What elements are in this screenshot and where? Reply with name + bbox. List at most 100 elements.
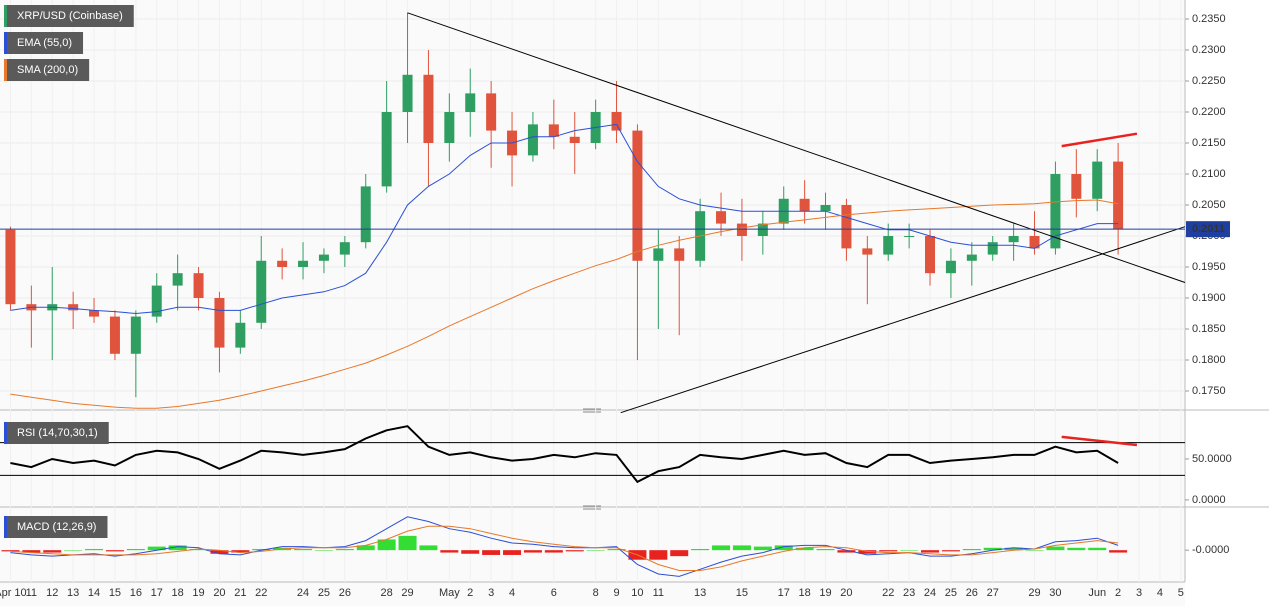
candle-body [360,186,371,243]
x-tick-label: 3 [1136,587,1142,599]
histogram-bar [837,550,856,553]
candle-body [172,273,183,286]
histogram-bar [1,550,20,552]
candle-body [1029,235,1040,249]
x-tick-label: 5 [1178,587,1184,599]
candle-body [423,74,434,143]
legend-swatch [4,422,7,444]
candle-body [799,198,810,212]
x-tick-label: 15 [736,587,748,599]
candle-body [256,260,267,323]
candle-body [402,74,413,112]
panel-grip[interactable] [583,408,601,413]
trendline [1061,435,1138,447]
legend-label: RSI (14,70,30,1) [17,427,98,439]
x-tick-label: 25 [945,587,957,599]
histogram-bar [43,550,62,553]
candle-body [339,242,350,255]
macd-line [10,516,1119,577]
legend-box [4,32,84,54]
plot-background [0,0,1185,606]
histogram-bar [503,550,522,555]
x-tick-label: 22 [255,587,267,599]
histogram-bar [231,550,250,553]
y-tick-label: 0.2100 [1192,168,1226,180]
histogram-bar [419,545,438,551]
histogram-bar [252,548,271,551]
x-tick-label: 23 [903,587,915,599]
y-tick-label: -0.0000 [1192,544,1229,556]
legend-swatch [4,5,7,27]
x-tick-label: 19 [819,587,831,599]
candle-body [318,254,329,261]
candle-body [109,316,120,354]
histogram-bar [126,548,145,551]
legend-box [4,59,90,81]
x-tick-label: 11 [653,587,664,599]
histogram-bar [335,548,354,551]
y-tick-label: 0.2250 [1192,75,1226,87]
y-tick-label: 0.1900 [1192,292,1226,304]
x-tick-label: 2 [467,587,473,599]
x-tick-label: 15 [109,587,121,599]
candle-body [716,211,727,224]
x-tick-label: 29 [1028,587,1040,599]
candle-body [862,248,873,255]
x-tick-label: 19 [192,587,204,599]
x-tick-label: 18 [172,587,184,599]
histogram-bar [607,548,626,551]
candle-body [757,223,768,236]
y-tick-label: 0.2300 [1192,44,1226,56]
histogram-bar [210,550,229,554]
candle-body [130,316,141,354]
x-tick-label: 10 [631,587,643,599]
histogram-bar [1088,547,1107,551]
histogram-bar [523,550,542,553]
candle-body [736,223,747,236]
candle-body [841,204,852,249]
histogram-bar [983,547,1002,551]
legend-label: EMA (55,0) [17,37,72,49]
x-tick-label: 8 [593,587,599,599]
candle-body [611,111,622,131]
x-tick-label: 17 [151,587,163,599]
legend-box [4,5,134,27]
histogram-bar [900,550,919,551]
histogram-bar [544,550,563,553]
x-tick-label: 13 [67,587,79,599]
histogram-bar [691,548,710,551]
legend-item: MACD (12,26,9) [4,516,108,538]
histogram-bar [440,550,459,553]
histogram-bar [774,545,793,551]
x-tick-label: 28 [381,587,393,599]
x-tick-label: 24 [924,587,936,599]
x-tick-label: 21 [234,587,246,599]
trendline [407,12,1186,283]
legend-swatch [4,59,7,81]
legend-swatch [4,32,7,54]
y-tick-label: 0.1850 [1192,323,1226,335]
candle-body [987,242,998,255]
histogram-bar [294,548,313,551]
candle-body [214,297,225,348]
histogram-bar [921,550,940,553]
x-tick-label: 29 [401,587,413,599]
x-tick-label: 16 [130,587,142,599]
panel-grip[interactable] [583,505,601,510]
candle-body [381,111,392,187]
histogram-bar [1046,546,1065,551]
histogram-bar [1109,550,1128,553]
x-tick-label: 6 [551,587,557,599]
x-tick-label: 24 [297,587,309,599]
histogram-bar [712,545,731,551]
histogram-bar [314,550,333,551]
x-tick-label: 26 [966,587,978,599]
histogram-bar [461,550,480,554]
legend-label: MACD (12,26,9) [17,521,96,533]
legend-label: XRP/USD (Coinbase) [17,10,123,22]
x-tick-label: 22 [882,587,894,599]
moving-average-line [10,199,1119,409]
x-tick-label: May [439,587,460,599]
y-tick-label: 0.1800 [1192,354,1226,366]
